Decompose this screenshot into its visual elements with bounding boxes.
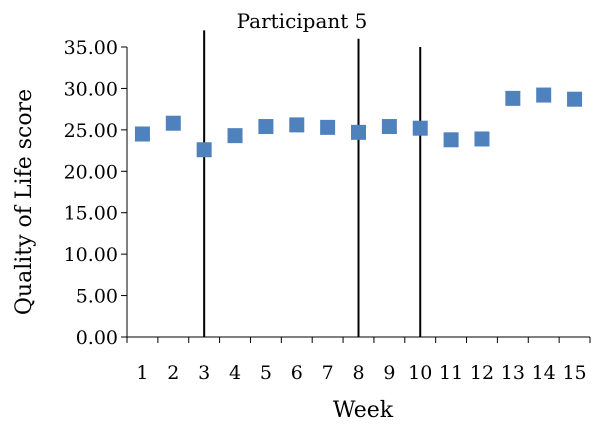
x-tick-label: 5 (260, 362, 272, 384)
x-tick-label: 12 (470, 362, 494, 384)
data-point (196, 142, 212, 158)
phase-change-lines (203, 30, 422, 337)
x-axis: 1 2 3 4 5 6 7 8 9 10 11 12 13 14 15 (126, 336, 591, 384)
x-tick-label: 6 (291, 362, 303, 384)
data-point (351, 124, 366, 140)
data-point (381, 119, 397, 135)
x-tick-label: 7 (322, 362, 334, 384)
x-tick-label: 11 (439, 362, 463, 384)
x-tick-label: 3 (198, 362, 210, 384)
y-axis: 0.00 5.00 10.00 15.00 20.00 25.00 30.00 35.00 (64, 37, 128, 349)
data-point (289, 117, 305, 133)
x-tick-label: 9 (383, 362, 395, 384)
y-tick-label: 5.00 (76, 286, 118, 308)
x-tick-label: 2 (167, 362, 179, 384)
data-point (227, 128, 243, 144)
data-points (134, 87, 583, 158)
y-tick-label: 20.00 (64, 161, 118, 183)
y-axis-title: Quality of Life score (12, 89, 37, 315)
data-point (165, 115, 181, 131)
data-point (258, 119, 274, 135)
data-point (536, 87, 552, 103)
y-tick-label: 15.00 (64, 203, 118, 225)
x-tick-label: 10 (408, 362, 432, 384)
data-point (505, 90, 521, 106)
x-tick-label: 1 (136, 362, 148, 384)
y-tick-label: 0.00 (76, 327, 118, 349)
y-tick-label: 25.00 (64, 120, 118, 142)
data-point (443, 132, 459, 148)
x-axis-title: Week (333, 398, 394, 423)
x-tick-label: 15 (562, 362, 586, 384)
x-tick-label: 8 (352, 362, 364, 384)
x-tick-label: 14 (532, 362, 556, 384)
data-point (320, 119, 336, 135)
y-tick-label: 10.00 (64, 244, 118, 266)
data-point (567, 91, 583, 107)
chart-title: Participant 5 (237, 9, 368, 33)
x-tick-label: 4 (229, 362, 241, 384)
y-tick-label: 30.00 (64, 78, 118, 100)
x-tick-label: 13 (501, 362, 525, 384)
y-tick-label: 35.00 (64, 37, 118, 59)
data-point (134, 126, 150, 142)
data-point (474, 131, 490, 147)
data-point (412, 120, 428, 136)
